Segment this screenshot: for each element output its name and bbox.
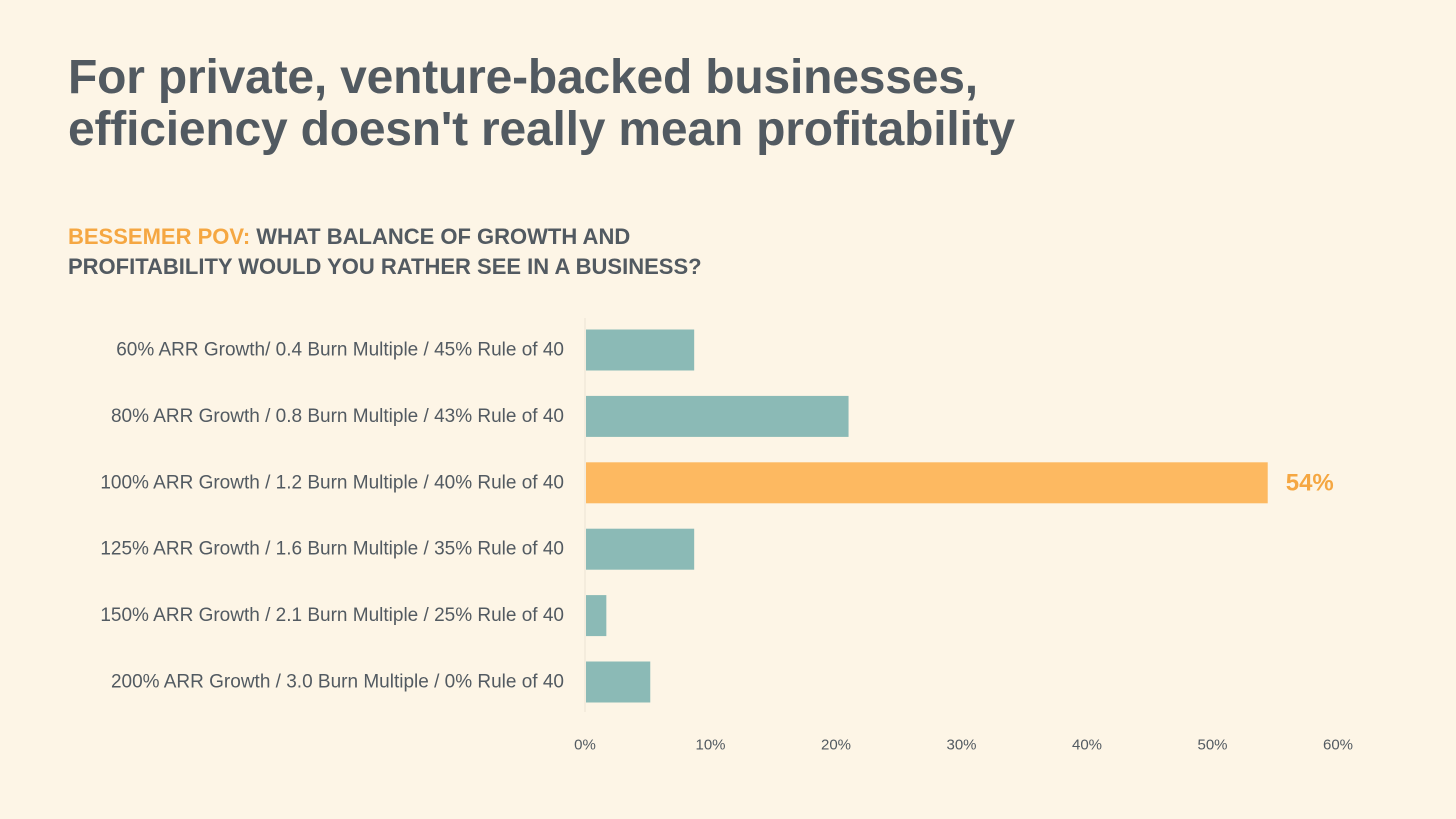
bar-0: [586, 329, 695, 371]
bar-2: [586, 462, 1268, 504]
x-tick-label-2: 20%: [821, 737, 851, 754]
subtitle-text-1: WHAT BALANCE OF GROWTH AND: [250, 224, 631, 249]
bar-3: [586, 528, 695, 570]
category-label-3: 125% ARR Growth / 1.6 Burn Multiple / 35…: [100, 539, 564, 560]
subtitle-line-1: BESSEMER POV: WHAT BALANCE OF GROWTH AND: [68, 222, 702, 252]
chart-title: For private, venture-backed businesses, …: [68, 52, 1015, 156]
x-tick-label-5: 50%: [1197, 737, 1227, 754]
x-tick-label-0: 0%: [574, 737, 596, 754]
title-line-1: For private, venture-backed businesses,: [68, 51, 978, 104]
data-label-2: 54%: [1286, 469, 1334, 496]
category-label-1: 80% ARR Growth / 0.8 Burn Multiple / 43%…: [111, 406, 564, 427]
chart-subtitle: BESSEMER POV: WHAT BALANCE OF GROWTH AND…: [68, 222, 702, 282]
bar-1: [586, 395, 849, 437]
subtitle-accent: BESSEMER POV:: [68, 224, 251, 249]
x-tick-label-1: 10%: [695, 737, 725, 754]
x-tick-label-3: 30%: [946, 737, 976, 754]
category-label-2: 100% ARR Growth / 1.2 Burn Multiple / 40…: [100, 472, 564, 493]
bar-4: [586, 595, 607, 637]
title-line-2: efficiency doesn't really mean profitabi…: [68, 103, 1015, 156]
category-label-5: 200% ARR Growth / 3.0 Burn Multiple / 0%…: [111, 672, 564, 693]
bar-5: [586, 661, 651, 703]
x-tick-label-6: 60%: [1323, 737, 1353, 754]
category-label-0: 60% ARR Growth/ 0.4 Burn Multiple / 45% …: [116, 340, 564, 361]
category-label-4: 150% ARR Growth / 2.1 Burn Multiple / 25…: [100, 605, 564, 626]
x-tick-label-4: 40%: [1072, 737, 1102, 754]
subtitle-line-2: PROFITABILITY WOULD YOU RATHER SEE IN A …: [68, 254, 702, 279]
